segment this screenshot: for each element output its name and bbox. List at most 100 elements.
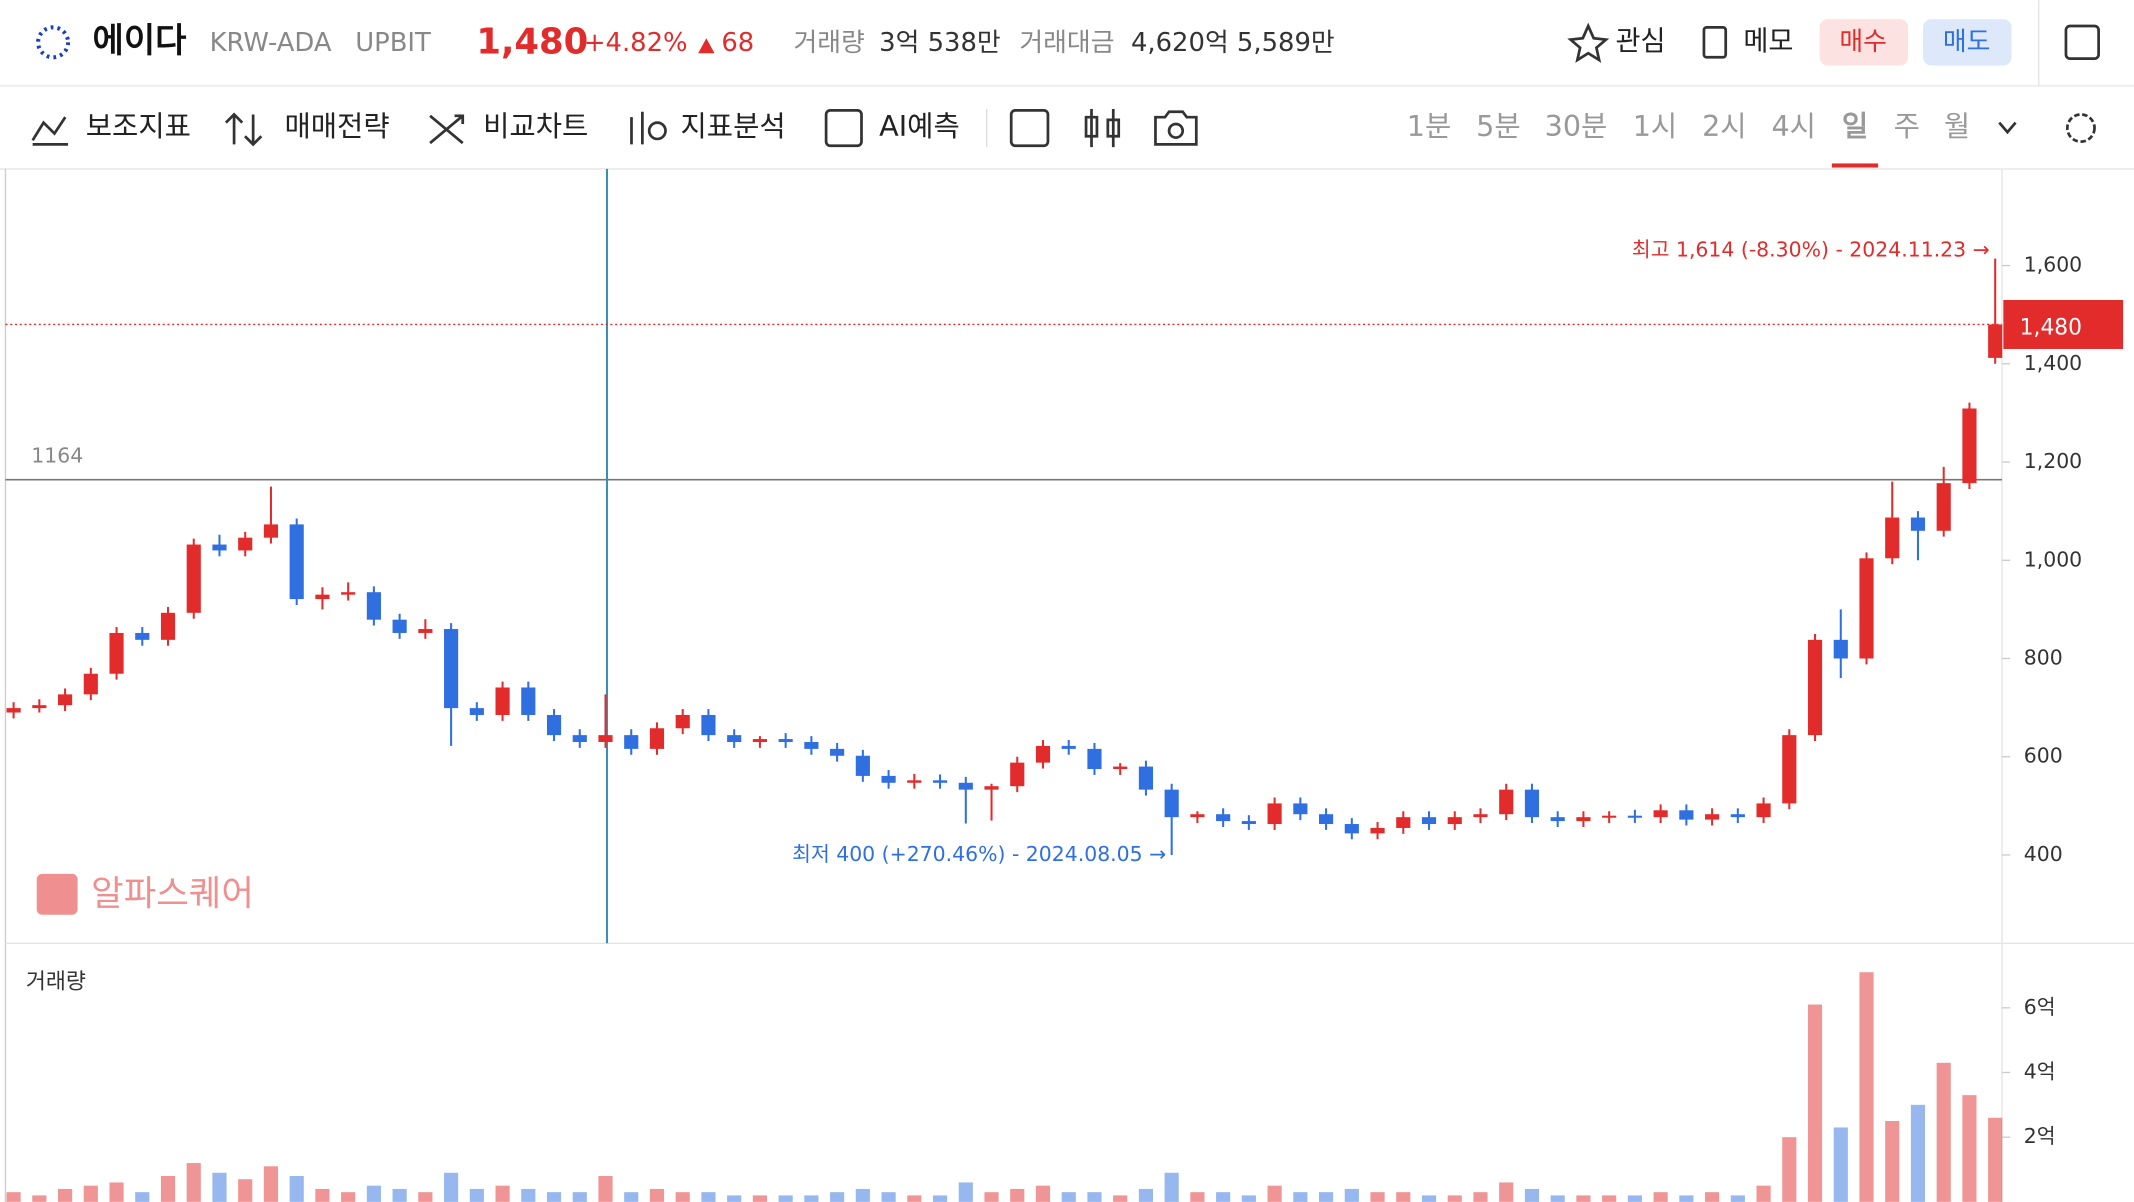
volume-bar — [1293, 1192, 1308, 1202]
volume: 3억 538만 — [879, 28, 1001, 58]
toolbar — [0, 109, 2134, 170]
volume-bar — [1344, 1188, 1359, 1202]
y-tick-label: 1,600 — [2024, 253, 2082, 277]
volume-bar — [624, 1192, 639, 1202]
volume-bar — [58, 1188, 73, 1202]
y-tick-label: 1,200 — [2024, 449, 2082, 473]
active-underline — [1831, 163, 1879, 168]
memo-button[interactable]: 메모 — [1743, 26, 1793, 57]
candle-body — [1679, 810, 1694, 820]
price-tag-label: 1,480 — [2020, 316, 2082, 341]
tool-button[interactable]: 지표분석 — [680, 109, 785, 143]
candle-body — [752, 739, 767, 743]
buy-bg[interactable] — [1819, 19, 1909, 66]
candle-body — [1885, 517, 1900, 559]
interval-button[interactable]: 5분 — [1476, 109, 1520, 143]
low-note: 최저 400 (+270.46%) - 2024.08.05 → — [792, 842, 1166, 866]
candle-body — [1730, 814, 1745, 818]
candle-body — [1216, 814, 1231, 822]
camera-tool[interactable] — [1154, 110, 1198, 146]
volume-bar — [958, 1182, 973, 1202]
header: 에이다 KRW-ADA UPBIT 1,480 +4.82% 68 거래량 3억… — [0, 0, 2134, 87]
candle-body — [1807, 639, 1823, 736]
amount: 4,620억 5,589만 — [1131, 28, 1335, 58]
candle-body — [649, 728, 665, 749]
y-tick-label: 800 — [2024, 646, 2063, 670]
candle-body — [341, 592, 356, 595]
volume-bar — [186, 1163, 201, 1202]
candle-body — [1988, 324, 2003, 358]
sell-bg[interactable] — [1923, 19, 2012, 66]
volume-bar — [984, 1192, 999, 1202]
volume-bar — [1164, 1172, 1179, 1202]
candle-body — [6, 708, 21, 713]
candle-body — [1833, 639, 1848, 659]
candle-body — [1421, 817, 1437, 825]
candle-body — [238, 537, 253, 551]
memo-icon[interactable] — [1702, 25, 1728, 59]
rect-tool[interactable] — [1009, 109, 1050, 148]
volume-bar — [32, 1195, 47, 1202]
candle-body — [1473, 814, 1488, 818]
watch-button[interactable]: 관심 — [1615, 26, 1665, 57]
interval-button[interactable]: 1시 — [1633, 109, 1677, 143]
interval-button[interactable]: 4시 — [1772, 109, 1816, 143]
volume-bar — [1885, 1121, 1900, 1202]
interval-button[interactable]: 2시 — [1702, 109, 1746, 143]
candle-body — [1602, 815, 1617, 818]
candle-body — [392, 619, 407, 633]
volume-bar — [521, 1188, 536, 1202]
volume-bar — [1807, 1004, 1823, 1202]
candle-body — [1035, 745, 1051, 763]
volume-bar — [1087, 1192, 1102, 1202]
sell-button[interactable]: 매도 — [1943, 27, 1991, 57]
tool-button[interactable]: 보조지표 — [86, 109, 191, 143]
star-icon[interactable] — [1567, 22, 1610, 63]
exchange: UPBIT — [355, 28, 431, 58]
candle-body — [1087, 748, 1102, 770]
candle-body — [1138, 766, 1154, 790]
candle-body — [444, 629, 459, 709]
candle-body — [675, 714, 690, 729]
candle-body — [1576, 817, 1591, 822]
volume-bar — [135, 1192, 150, 1202]
volume-bar — [495, 1185, 510, 1202]
coin-name: 에이다 — [93, 21, 187, 61]
volume-bar — [392, 1188, 407, 1202]
interval-button[interactable]: 주 — [1894, 109, 1920, 143]
volume-bar — [1859, 972, 1874, 1202]
candle-body — [598, 735, 613, 743]
candle-tool[interactable] — [1084, 109, 1121, 148]
volume-bar — [341, 1192, 356, 1202]
candle-body — [160, 612, 176, 640]
candle-body — [366, 592, 381, 620]
volume-bar — [881, 1192, 896, 1202]
tool-button[interactable]: 비교차트 — [483, 109, 588, 143]
settings-icon[interactable] — [2065, 113, 2096, 144]
candle-body — [1962, 408, 1977, 484]
interval-button[interactable]: 30분 — [1545, 109, 1608, 143]
candle-body — [624, 735, 639, 749]
candle-body — [1164, 789, 1179, 818]
buy-button[interactable]: 매수 — [1839, 27, 1887, 57]
volume-title: 거래량 — [26, 970, 86, 995]
tool-button[interactable]: AI예측 — [879, 109, 960, 143]
candle-body — [546, 714, 562, 736]
interval-button[interactable]: 일 — [1842, 109, 1868, 143]
volume-bar — [1113, 1195, 1128, 1202]
pair: KRW-ADA — [210, 28, 332, 58]
candle-body — [881, 775, 896, 783]
candle-body — [1061, 745, 1076, 749]
panel-toggle[interactable] — [2064, 24, 2100, 61]
volume-bar — [752, 1195, 767, 1202]
volume-bar — [1447, 1195, 1462, 1202]
tool-button[interactable]: 매매전략 — [284, 109, 389, 143]
interval-button[interactable]: 월 — [1944, 109, 1970, 143]
y-tick-label: 1,000 — [2024, 547, 2082, 571]
volume-bar — [701, 1192, 716, 1202]
tool-icon — [224, 112, 263, 147]
more-intervals[interactable] — [1998, 121, 2017, 135]
interval-button[interactable]: 1분 — [1407, 109, 1451, 143]
candle-body — [418, 629, 433, 633]
candle-body — [1524, 789, 1540, 818]
